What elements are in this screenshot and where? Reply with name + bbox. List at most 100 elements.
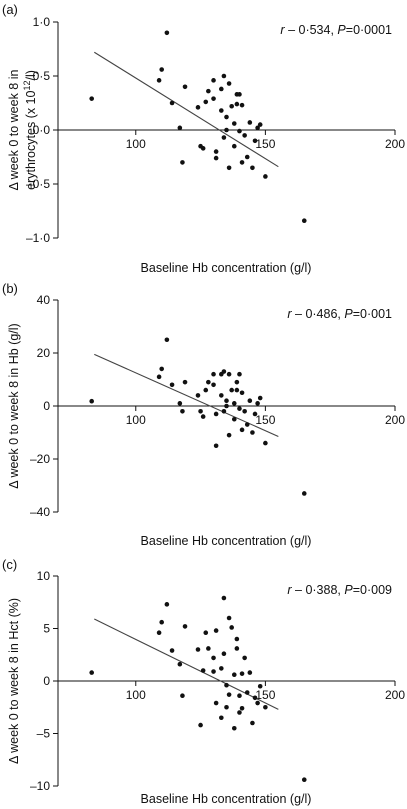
- data-point: [198, 409, 203, 414]
- x-tick-label: 200: [385, 137, 405, 151]
- data-point: [247, 398, 253, 404]
- data-point: [226, 165, 232, 171]
- data-point: [301, 777, 307, 782]
- data-point: [257, 683, 263, 689]
- data-point: [159, 366, 164, 372]
- data-point: [219, 666, 224, 671]
- data-point: [156, 78, 162, 83]
- data-point: [250, 430, 255, 435]
- data-point: [169, 648, 175, 653]
- panel-label: (c): [2, 557, 17, 572]
- data-point: [156, 374, 162, 380]
- data-point: [182, 84, 188, 90]
- y-tick-label: 0: [43, 399, 50, 413]
- x-tick-label: 200: [385, 413, 405, 427]
- correlation-annotation: r – 0·534, P=0·0001: [280, 23, 392, 37]
- data-point: [180, 693, 185, 698]
- data-point: [159, 67, 164, 72]
- y-axis-title: Δ week 0 to week 8 in Hb (g/l): [7, 323, 21, 488]
- y-tick-label: –40: [30, 505, 50, 519]
- data-point: [164, 337, 170, 343]
- data-point: [219, 393, 224, 398]
- data-point: [237, 710, 242, 715]
- data-point: [211, 382, 216, 388]
- data-point: [221, 73, 227, 79]
- regression-line: [94, 618, 279, 710]
- x-tick-label: 200: [385, 688, 405, 702]
- data-point: [224, 403, 229, 409]
- data-point: [219, 108, 224, 113]
- data-point: [252, 695, 258, 701]
- data-point: [211, 655, 216, 661]
- data-point: [206, 646, 211, 651]
- data-point: [180, 160, 185, 165]
- y-tick-label: –5: [37, 727, 51, 741]
- y-tick-label: 10: [37, 569, 51, 583]
- x-tick-label: 150: [255, 688, 275, 702]
- data-point: [180, 409, 185, 414]
- data-point: [203, 387, 209, 393]
- data-point: [213, 700, 219, 706]
- chart-panel-3: (c) 10 5 0 –5 –10 100 150 200 r – 0·388, P=0·009 B…: [2, 557, 405, 806]
- data-point: [231, 416, 237, 422]
- data-point: [200, 146, 206, 151]
- data-point: [239, 706, 245, 711]
- data-point: [237, 128, 242, 134]
- data-point: [211, 78, 216, 83]
- data-point: [164, 30, 170, 36]
- x-tick-label: 150: [255, 413, 275, 427]
- data-point: [169, 382, 175, 388]
- data-point: [226, 371, 232, 377]
- data-point: [213, 155, 219, 161]
- data-point: [231, 672, 237, 677]
- x-axis-title: Baseline Hb concentration (g/l): [141, 792, 312, 806]
- data-point: [239, 671, 245, 676]
- data-point: [195, 647, 201, 652]
- data-point: [242, 409, 247, 414]
- data-point: [247, 120, 253, 125]
- y-tick-label: 0: [43, 674, 50, 688]
- data-point: [213, 149, 219, 154]
- data-point: [231, 121, 237, 126]
- data-point: [242, 655, 247, 661]
- panel-label: (a): [2, 2, 18, 17]
- data-point: [252, 138, 258, 144]
- data-point: [301, 491, 307, 496]
- x-tick-label: 150: [255, 137, 275, 151]
- y-axis-title-line2: erythrocytes (x 1012/l): [22, 70, 38, 190]
- data-point: [182, 379, 188, 385]
- data-point: [221, 595, 227, 601]
- data-point: [263, 174, 268, 179]
- data-point: [221, 651, 227, 656]
- data-point: [226, 81, 232, 86]
- data-point: [255, 401, 260, 406]
- x-axis-title: Baseline Hb concentration (g/l): [141, 261, 312, 275]
- data-point: [239, 427, 245, 433]
- data-point: [226, 615, 232, 621]
- data-point: [182, 624, 188, 629]
- data-point: [244, 422, 250, 427]
- data-point: [244, 690, 250, 695]
- y-tick-label: –10: [30, 779, 50, 793]
- y-tick-label: –1·0: [26, 231, 50, 245]
- data-point: [237, 371, 242, 377]
- data-point: [198, 722, 203, 728]
- y-axis-title: Δ week 0 to week 8 in: [7, 69, 21, 190]
- data-point: [255, 700, 260, 706]
- data-point: [237, 92, 242, 97]
- regression-line: [94, 51, 279, 168]
- y-axis-title: Δ week 0 to week 8 in Hct (%): [7, 598, 21, 764]
- data-point: [206, 88, 211, 94]
- data-point: [224, 704, 229, 710]
- data-point: [200, 414, 206, 419]
- data-point: [177, 401, 183, 406]
- data-point: [169, 100, 175, 106]
- data-point: [224, 127, 229, 133]
- data-point: [221, 135, 227, 140]
- y-tick-label: –0·5: [26, 177, 50, 191]
- data-point: [226, 692, 232, 697]
- data-point: [156, 630, 162, 635]
- data-point: [211, 371, 216, 377]
- data-point: [195, 105, 201, 110]
